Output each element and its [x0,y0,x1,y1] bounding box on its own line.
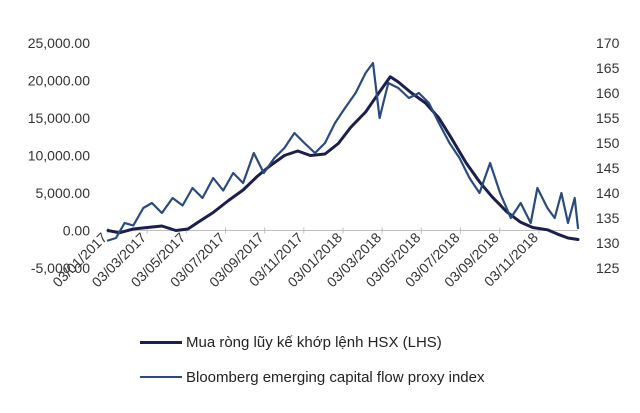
right-y-axis-ticks: 125 130 135 140 145 150 155 160 165 170 [596,35,620,276]
left-y-tick-label: 10,000.00 [28,148,90,164]
right-y-tick-label: 165 [596,60,620,76]
series-line-bloomberg [106,61,580,242]
left-y-tick-label: 15,000.00 [28,110,90,126]
right-y-tick-label: 135 [596,210,620,226]
right-y-tick-label: 155 [596,110,620,126]
left-y-tick-label: 20,000.00 [28,73,90,89]
legend-label-bloomberg: Bloomberg emerging capital flow proxy in… [186,368,485,386]
left-y-tick-label: 25,000.00 [28,35,90,51]
series-line-lhs [106,75,580,241]
right-y-tick-label: 160 [596,85,620,101]
left-y-axis-ticks: -5,000.00 0.00 5,000.00 10,000.00 15,000.00 2… [28,35,91,276]
right-y-tick-label: 140 [596,185,620,201]
legend-label-lhs: Mua ròng lũy kế khớp lệnh HSX (LHS) [186,333,442,351]
right-y-tick-label: 130 [596,235,620,251]
right-y-tick-label: 170 [596,35,620,51]
legend-item-bloomberg: Bloomberg emerging capital flow proxy in… [140,366,620,388]
right-y-tick-label: 125 [596,260,620,276]
legend-swatch-lhs [140,340,182,344]
left-y-tick-label: -5,000.00 [31,260,90,276]
right-y-tick-label: 150 [596,135,620,151]
legend-item-lhs: Mua ròng lũy kế khớp lệnh HSX (LHS) [140,331,620,353]
left-y-tick-label: 0.00 [63,223,90,239]
legend-swatch-bloomberg [140,376,182,378]
x-axis-ticks: 03/01/201703/03/201703/05/201703/07/2017… [49,227,541,290]
line-chart: -5,000.00 0.00 5,000.00 10,000.00 15,000.00 2… [28,35,620,290]
right-y-tick-label: 145 [596,160,620,176]
series-lines [106,61,580,242]
left-y-tick-label: 5,000.00 [36,185,91,201]
